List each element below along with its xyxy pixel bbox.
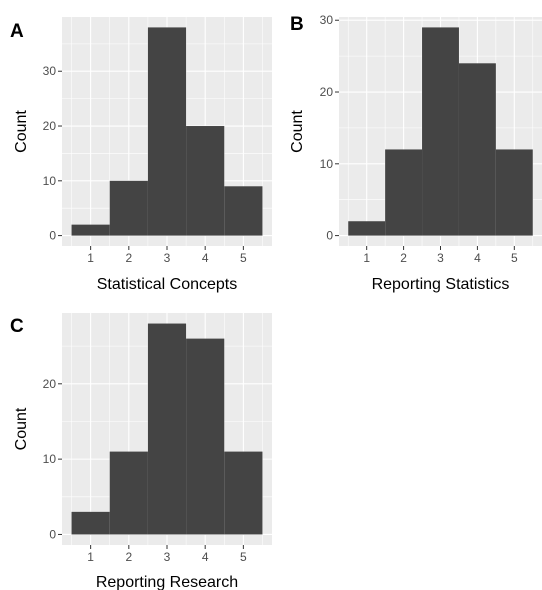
bar-3 [147,323,187,535]
bar-2 [109,180,148,236]
y-axis-title: Count [289,110,306,153]
y-tick-label: 20 [43,377,57,391]
x-axis-title: Reporting Statistics [372,276,510,293]
y-axis-title: Count [13,110,30,153]
bar-3 [422,27,459,236]
y-tick-label: 30 [43,64,57,78]
y-axis-title: Count [13,407,30,450]
y-tick-label: 10 [43,452,57,466]
bar-4 [458,63,496,236]
bar-1 [71,511,110,535]
y-tick-label: 10 [320,157,334,171]
panel-a: 1 2 3 4 5 0 10 20 30 Statistical Concepts Count A [10,17,272,293]
bar-1 [71,224,110,236]
x-axis-title: Reporting Research [96,574,238,590]
bar-5 [495,149,533,236]
bar-5 [224,186,263,236]
x-tick-label: 3 [437,251,444,265]
x-tick-label: 1 [87,550,94,564]
x-tick-label: 5 [240,550,247,564]
x-tick-label: 1 [363,251,370,265]
panel-c: 1 2 3 4 5 0 10 20 Reporting Research Count C [10,313,272,590]
bar-2 [385,149,423,236]
x-tick-label: 4 [474,251,481,265]
bar-4 [186,126,225,236]
bar-4 [186,338,225,535]
x-tick-label: 2 [125,550,132,564]
y-tick-label: 20 [320,85,334,99]
panel-tag: A [10,21,24,42]
x-tick-label: 3 [164,251,171,265]
x-tick-label: 4 [202,251,209,265]
panel-b: 1 2 3 4 5 0 10 20 30 Reporting Statistics Count B [289,13,542,293]
x-tick-label: 2 [125,251,132,265]
bar-3 [147,27,187,236]
x-tick-label: 5 [511,251,518,265]
panel-tag: C [10,316,24,337]
bar-5 [224,451,263,535]
y-tick-label: 0 [49,229,56,243]
x-tick-label: 3 [164,550,171,564]
bar-2 [109,451,148,535]
x-tick-label: 2 [400,251,407,265]
x-axis-title: Statistical Concepts [97,276,238,293]
y-tick-label: 20 [43,119,57,133]
x-tick-label: 5 [240,251,247,265]
y-tick-label: 30 [320,13,334,27]
panel-tag: B [290,14,304,35]
y-tick-label: 0 [49,527,56,541]
bar-1 [348,221,386,236]
x-tick-label: 4 [202,550,209,564]
x-tick-label: 1 [87,251,94,265]
y-tick-label: 0 [326,229,333,243]
y-tick-label: 10 [43,174,57,188]
